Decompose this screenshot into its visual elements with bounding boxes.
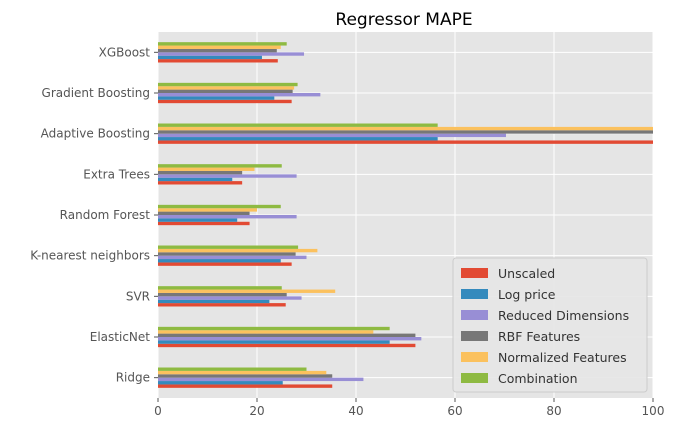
legend-label: Log price — [498, 287, 556, 302]
legend-label: Normalized Features — [498, 350, 627, 365]
bar-log-price — [158, 340, 390, 344]
bar-rbf-features — [158, 374, 333, 378]
bar-log-price — [158, 177, 233, 182]
bar-combination — [158, 286, 282, 290]
bar-reduced-dimensions — [158, 215, 297, 219]
bar-unscaled — [158, 221, 250, 226]
x-tick-label: 0 — [154, 404, 162, 418]
y-tick-label: Random Forest — [60, 208, 151, 222]
legend-swatch — [461, 352, 488, 362]
bar-unscaled — [158, 384, 333, 388]
bar-rbf-features — [158, 48, 277, 53]
x-tick-label: 80 — [546, 404, 561, 418]
bar-reduced-dimensions — [158, 174, 297, 178]
bar-reduced-dimensions — [158, 337, 422, 341]
bar-log-price — [158, 299, 270, 304]
bar-rbf-features — [158, 170, 243, 175]
bar-normalized-features — [158, 330, 374, 334]
bar-combination — [158, 123, 438, 127]
bar-reduced-dimensions — [158, 52, 305, 56]
bar-combination — [158, 367, 307, 371]
legend-swatch — [461, 331, 488, 341]
bar-log-price — [158, 55, 262, 60]
x-tick-label: 100 — [642, 404, 665, 418]
bar-combination — [158, 164, 282, 168]
bars-group — [158, 42, 653, 388]
x-tick-label: 60 — [447, 404, 462, 418]
x-tick-labels: 0 20 40 60 80 100 — [154, 398, 664, 418]
bar-log-price — [158, 137, 438, 141]
legend-swatch — [461, 268, 488, 278]
y-tick-label: Gradient Boosting — [42, 86, 150, 100]
bar-normalized-features — [158, 248, 318, 253]
bar-combination — [158, 42, 287, 46]
bar-reduced-dimensions — [158, 93, 321, 97]
x-tick-label: 40 — [348, 404, 363, 418]
bar-reduced-dimensions — [158, 255, 307, 260]
bar-normalized-features — [158, 370, 327, 375]
bar-unscaled — [158, 262, 292, 266]
legend-box — [452, 257, 648, 393]
bar-combination — [158, 204, 281, 209]
bar-unscaled — [158, 181, 243, 185]
bar-unscaled — [158, 99, 292, 104]
y-tick-label: Ridge — [116, 371, 150, 385]
y-tick-labels: XGBoost Gradient Boosting Adaptive Boostin… — [30, 45, 158, 385]
bar-rbf-features — [158, 252, 296, 256]
bar-log-price — [158, 96, 275, 100]
bar-normalized-features — [158, 45, 281, 49]
bar-rbf-features — [158, 292, 287, 297]
bar-combination — [158, 326, 390, 331]
bar-normalized-features — [158, 208, 257, 212]
bar-log-price — [158, 259, 281, 263]
legend-swatch — [461, 373, 488, 383]
x-tick-label: 20 — [249, 404, 264, 418]
y-tick-label: Extra Trees — [83, 167, 150, 181]
bar-reduced-dimensions — [158, 296, 302, 300]
legend: Unscaled Log price Reduced Dimensions RBF F… — [452, 257, 648, 393]
legend-label: Reduced Dimensions — [498, 308, 629, 323]
y-tick-label: XGBoost — [99, 45, 151, 59]
bar-rbf-features — [158, 89, 293, 93]
legend-label: Unscaled — [498, 266, 555, 281]
bar-combination — [158, 245, 299, 249]
y-tick-label: Adaptive Boosting — [41, 127, 150, 141]
bar-normalized-features — [158, 126, 653, 131]
bar-rbf-features — [158, 130, 653, 134]
bar-rbf-features — [158, 211, 250, 215]
bar-normalized-features — [158, 167, 255, 171]
y-tick-label: K-nearest neighbors — [30, 249, 150, 263]
y-tick-label: ElasticNet — [90, 330, 151, 344]
bar-normalized-features — [158, 86, 295, 90]
legend-swatch — [461, 310, 488, 320]
chart-title: Regressor MAPE — [335, 10, 472, 30]
y-tick-label: SVR — [126, 289, 150, 303]
legend-label: Combination — [498, 371, 578, 386]
bar-reduced-dimensions — [158, 133, 506, 138]
bar-unscaled — [158, 303, 286, 307]
bar-unscaled — [158, 343, 416, 348]
bar-reduced-dimensions — [158, 377, 364, 382]
legend-swatch — [461, 289, 488, 299]
bar-log-price — [158, 218, 238, 222]
bar-unscaled — [158, 59, 278, 63]
bar-combination — [158, 82, 298, 87]
bar-log-price — [158, 381, 283, 385]
bar-unscaled — [158, 140, 653, 144]
bar-normalized-features — [158, 289, 336, 293]
legend-label: RBF Features — [498, 329, 580, 344]
bar-rbf-features — [158, 333, 416, 337]
